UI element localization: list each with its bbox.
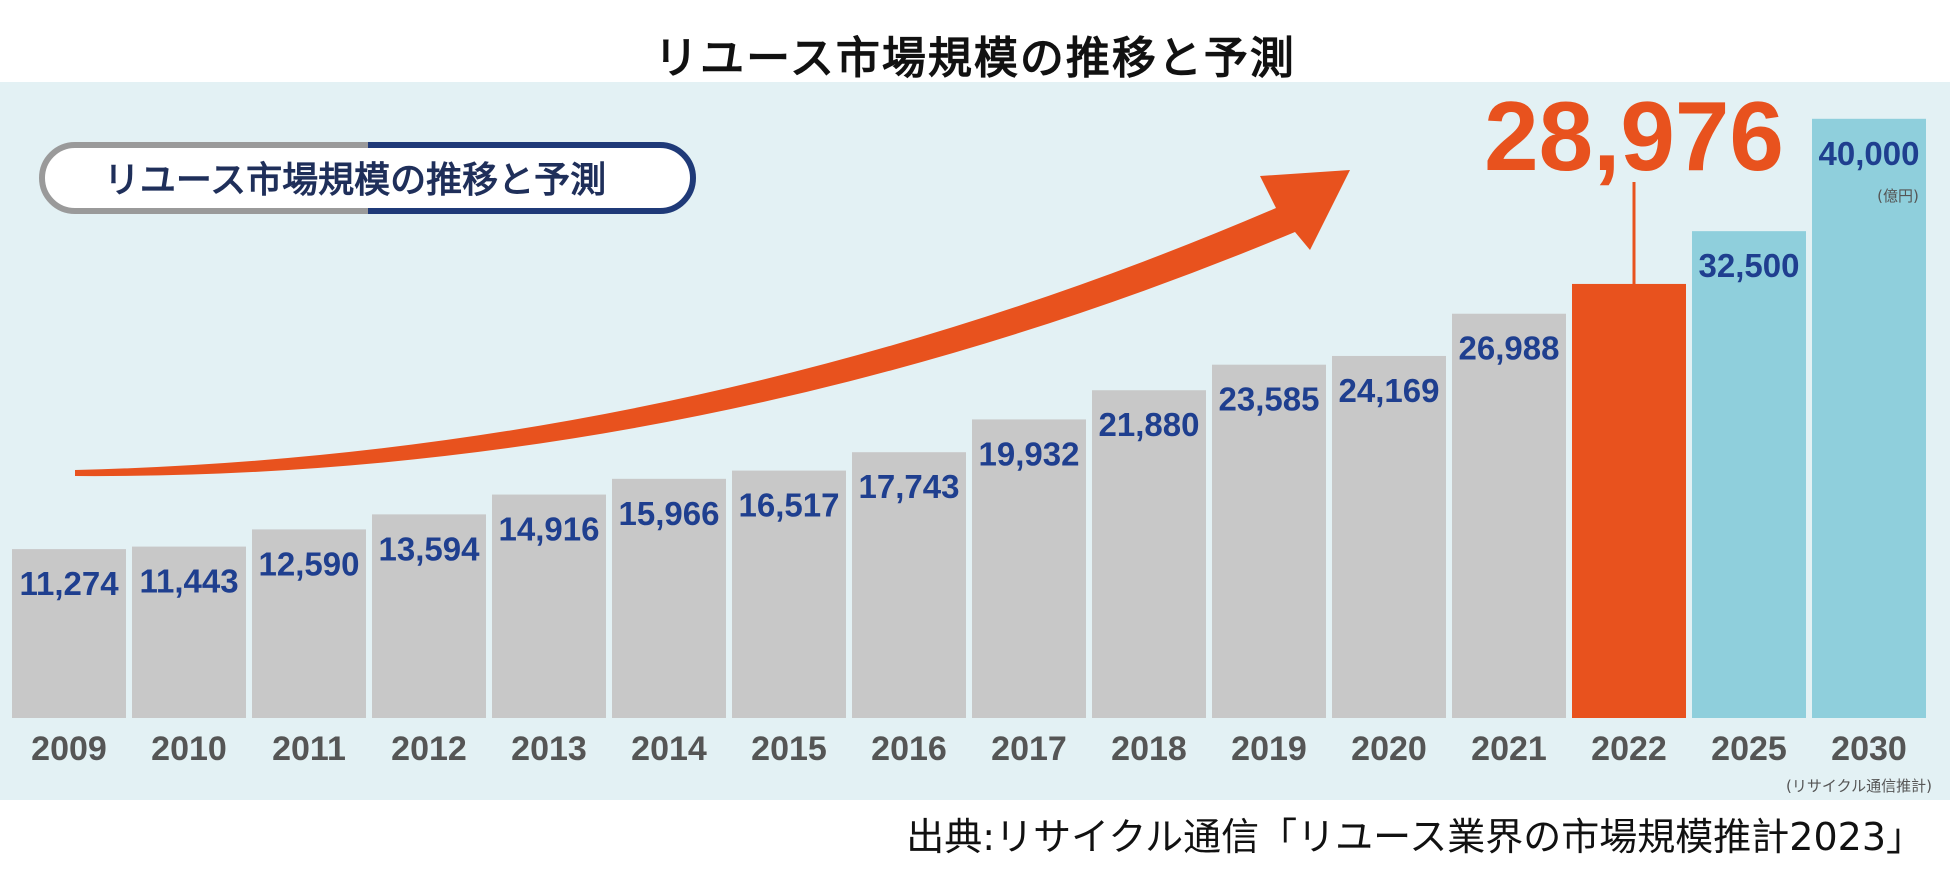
bar-2019 (1212, 364, 1326, 718)
bar-2018 (1092, 390, 1206, 718)
year-label-2014: 2014 (631, 730, 707, 768)
year-label-2021: 2021 (1471, 730, 1547, 768)
value-label-2020: 24,169 (1339, 372, 1440, 409)
bars-group (12, 118, 1926, 719)
year-label-2013: 2013 (511, 730, 587, 768)
value-label-2011: 12,590 (259, 545, 360, 582)
value-label-2012: 13,594 (379, 530, 481, 567)
value-label-2009: 11,274 (19, 565, 119, 602)
year-label-2011: 2011 (272, 730, 346, 768)
estimate-note: (リサイクル通信推計) (1786, 777, 1932, 795)
year-label-2010: 2010 (151, 730, 227, 768)
unit-label: (億円) (1877, 187, 1919, 205)
bar-2025 (1692, 231, 1806, 718)
year-label-2019: 2019 (1231, 730, 1307, 768)
value-label-2017: 19,932 (979, 435, 1080, 472)
value-label-2022: 28,976 (1484, 81, 1784, 191)
bar-2010 (132, 546, 246, 718)
year-label-2017: 2017 (991, 730, 1067, 768)
bar-2013 (492, 494, 606, 718)
value-label-2013: 14,916 (499, 511, 600, 548)
value-label-2015: 16,517 (739, 487, 840, 524)
bar-2020 (1332, 355, 1446, 718)
bar-2009 (12, 549, 126, 718)
value-labels-group: 11,274 11,443 12,590 13,594 14,916 15,966 16,5… (19, 81, 1919, 602)
value-label-2030: 40,000 (1819, 135, 1920, 172)
year-label-2012: 2012 (391, 730, 467, 768)
year-label-2030: 2030 (1831, 730, 1907, 768)
bar-2014 (612, 478, 726, 718)
year-label-2022: 2022 (1591, 730, 1667, 768)
bar-2021 (1452, 313, 1566, 718)
value-label-2014: 15,966 (619, 495, 720, 532)
value-label-2019: 23,585 (1219, 381, 1320, 418)
value-label-2018: 21,880 (1099, 406, 1200, 443)
bar-2017 (972, 419, 1086, 718)
bar-2030 (1812, 118, 1926, 719)
value-label-2016: 17,743 (859, 468, 960, 505)
year-label-2018: 2018 (1111, 730, 1187, 768)
year-label-2009: 2009 (31, 730, 107, 768)
year-label-2015: 2015 (751, 730, 827, 768)
bar-2016 (852, 452, 966, 718)
year-label-2025: 2025 (1711, 730, 1787, 768)
bar-2012 (372, 514, 486, 718)
inner-title: リユース市場規模の推移と予測 (104, 160, 606, 201)
year-label-2020: 2020 (1351, 730, 1427, 768)
value-label-2021: 26,988 (1459, 330, 1560, 367)
bar-2015 (732, 470, 846, 718)
year-labels-group: 2009 2010 2011 2012 2013 2014 2015 2016 2017 2018… (31, 730, 1907, 768)
year-label-2016: 2016 (871, 730, 947, 768)
page-title: リユース市場規模の推移と予測 (654, 33, 1296, 84)
source-note: 出典:リサイクル通信「リユース業界の市場規模推計2023」 (906, 815, 1924, 859)
value-label-2010: 11,443 (139, 563, 238, 600)
inner-title-pill: リユース市場規模の推移と予測 (39, 142, 696, 214)
value-label-2025: 32,500 (1699, 247, 1800, 284)
bar-2011 (252, 529, 366, 718)
bar-2022 (1572, 283, 1686, 718)
